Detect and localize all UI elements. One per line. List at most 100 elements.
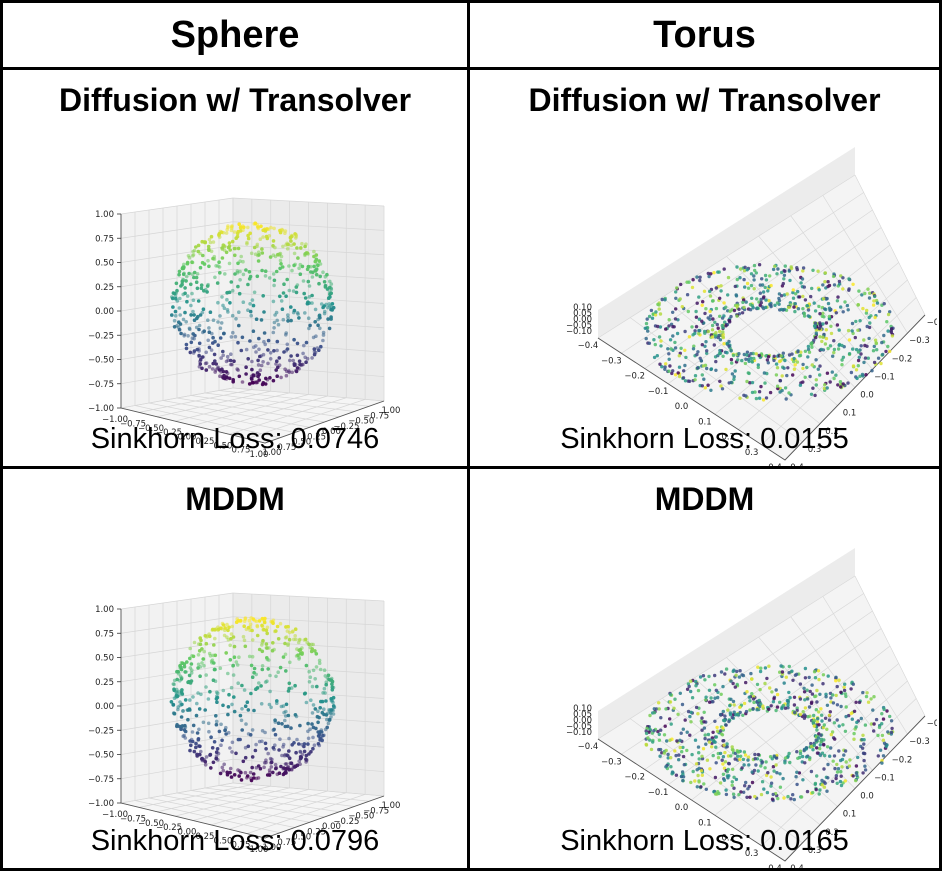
data-point [204, 755, 209, 759]
data-point [648, 727, 652, 732]
data-point [726, 767, 730, 772]
data-point [708, 294, 713, 298]
data-point [751, 707, 755, 711]
data-point [725, 341, 729, 346]
data-point [666, 756, 670, 760]
data-point [669, 722, 673, 726]
data-point [849, 687, 853, 691]
data-point [838, 380, 843, 384]
data-point [196, 243, 201, 248]
data-point [270, 648, 275, 653]
data-point [236, 768, 240, 772]
data-point [728, 713, 733, 717]
y-tick-label: 0.3 [808, 846, 822, 856]
data-point [278, 737, 282, 741]
data-point [688, 714, 692, 719]
data-point [254, 317, 259, 321]
data-point [771, 792, 775, 797]
data-point [865, 691, 869, 695]
data-point [238, 278, 242, 282]
data-point [307, 295, 312, 299]
data-point [232, 655, 237, 659]
data-point [735, 314, 739, 318]
data-point [719, 692, 723, 696]
data-point [673, 346, 678, 350]
data-point [313, 269, 318, 273]
data-point [237, 310, 241, 314]
data-point [252, 708, 256, 713]
data-point [306, 279, 311, 284]
data-point [764, 760, 768, 764]
data-point [295, 763, 300, 767]
data-point [871, 708, 875, 712]
data-point [212, 352, 217, 357]
grid-line [232, 758, 385, 772]
data-point [240, 707, 244, 711]
data-point [192, 270, 197, 275]
x-tick-label: −0.25 [156, 428, 182, 438]
data-point [298, 755, 303, 759]
data-point [817, 792, 821, 796]
data-point [279, 375, 283, 380]
data-point [653, 313, 658, 317]
data-point [192, 275, 196, 280]
data-point [854, 725, 858, 729]
data-point [318, 326, 322, 331]
data-point [705, 349, 709, 353]
data-point [749, 283, 754, 288]
data-point [297, 359, 302, 364]
data-point [743, 265, 747, 269]
data-point [760, 277, 764, 281]
data-point [745, 353, 749, 357]
data-point [252, 776, 256, 780]
data-point [321, 330, 326, 335]
data-point [723, 760, 728, 764]
data-point [178, 296, 182, 301]
data-point [787, 690, 791, 695]
data-point [188, 656, 192, 661]
z-tick-label: 0.25 [95, 283, 114, 293]
data-point [857, 355, 861, 359]
data-point [689, 720, 693, 724]
data-point [212, 667, 217, 672]
data-point [262, 310, 266, 314]
data-point [310, 275, 315, 279]
data-point [220, 256, 225, 260]
data-point [856, 364, 860, 368]
data-point [184, 320, 188, 324]
data-point [859, 716, 863, 721]
data-point [756, 665, 760, 669]
x-tick-label: 1.00 [250, 450, 269, 460]
data-point [744, 709, 749, 714]
data-point [238, 269, 242, 274]
data-point [263, 730, 267, 735]
data-point [292, 362, 297, 366]
data-point [728, 320, 732, 324]
data-point [283, 229, 288, 233]
data-point [706, 316, 710, 320]
data-point [195, 701, 199, 706]
data-point [826, 674, 830, 678]
data-point [733, 284, 737, 289]
data-point [722, 301, 726, 305]
data-point [207, 237, 212, 242]
data-point [276, 637, 281, 641]
data-point [762, 371, 767, 375]
data-point [209, 766, 213, 770]
data-point [313, 707, 318, 711]
data-point [279, 262, 283, 266]
data-point [263, 680, 268, 684]
data-point [742, 750, 747, 754]
data-point [760, 283, 765, 287]
z-tick-label: −0.05 [566, 722, 592, 732]
grid-line [120, 782, 234, 804]
data-point [761, 398, 766, 402]
data-point [223, 626, 227, 630]
data-point [257, 739, 262, 744]
data-point [690, 752, 694, 757]
data-point [212, 643, 216, 647]
data-point [803, 375, 807, 379]
data-point [783, 386, 788, 390]
data-point [776, 267, 780, 271]
data-point [815, 728, 819, 732]
